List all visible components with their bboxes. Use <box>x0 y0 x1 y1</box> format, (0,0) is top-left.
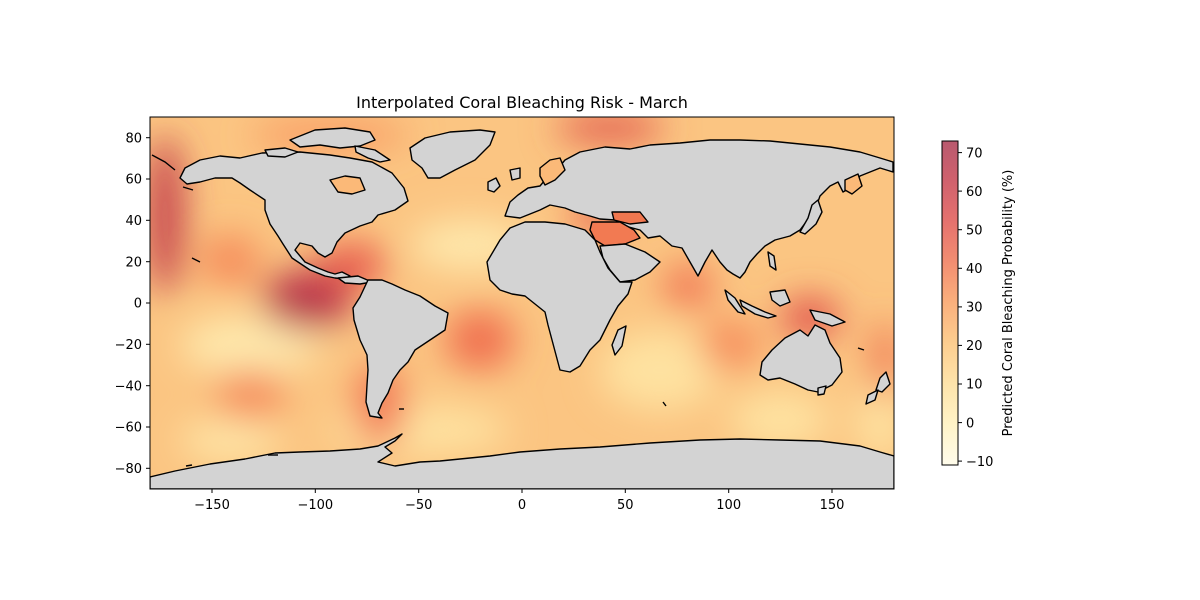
y-tick-label: −60 <box>115 421 142 436</box>
land-eurasia <box>487 139 894 279</box>
land-oceania <box>724 251 891 405</box>
y-tick-label: 20 <box>125 255 142 270</box>
colorbar-tick-label: 60 <box>966 185 983 200</box>
map-axes: −150 −100 −50 0 50 100 150 −80 −60 −40 −… <box>115 116 895 513</box>
y-tick-label: 40 <box>125 214 142 229</box>
x-tick-label: −50 <box>405 498 432 513</box>
x-tick-label: −150 <box>194 498 230 513</box>
y-tick-label: 0 <box>134 297 142 312</box>
land-south-america <box>352 279 449 419</box>
small-islands <box>151 154 865 467</box>
y-tick-label: −40 <box>115 379 142 394</box>
x-tick-label: 50 <box>617 498 634 513</box>
y-tick-label: −20 <box>115 338 142 353</box>
y-axis: −80 −60 −40 −20 0 20 40 60 80 <box>115 131 150 477</box>
colorbar-label: Predicted Coral Bleaching Probability (%… <box>1001 170 1016 437</box>
colorbar-tick-label: 70 <box>966 146 983 161</box>
land-north-america <box>179 127 496 285</box>
land-antarctica <box>150 433 894 489</box>
colorbar-tick-label: −10 <box>966 455 993 470</box>
y-tick-label: 80 <box>125 131 142 146</box>
chart-title: Interpolated Coral Bleaching Risk - Marc… <box>356 93 688 112</box>
colorbar-tick-label: 10 <box>966 378 983 393</box>
y-tick-label: −80 <box>115 462 142 477</box>
land-africa <box>486 221 633 373</box>
x-tick-label: 0 <box>518 498 526 513</box>
x-tick-label: 150 <box>820 498 845 513</box>
colorbar-tick-label: 40 <box>966 262 983 277</box>
colorbar-tick-label: 20 <box>966 339 983 354</box>
x-tick-label: −100 <box>297 498 333 513</box>
y-tick-label: 60 <box>125 173 142 188</box>
colorbar-frame <box>941 140 959 466</box>
colorbar-tick-label: 30 <box>966 301 983 316</box>
x-axis: −150 −100 −50 0 50 100 150 <box>194 489 844 513</box>
x-tick-label: 100 <box>716 498 741 513</box>
colorbar-gradient <box>942 141 958 465</box>
colorbar-tick-label: 0 <box>966 416 974 431</box>
colorbar: −10 0 10 20 30 40 50 60 70 Predicted Cor… <box>941 140 1016 470</box>
colorbar-tick-label: 50 <box>966 223 983 238</box>
